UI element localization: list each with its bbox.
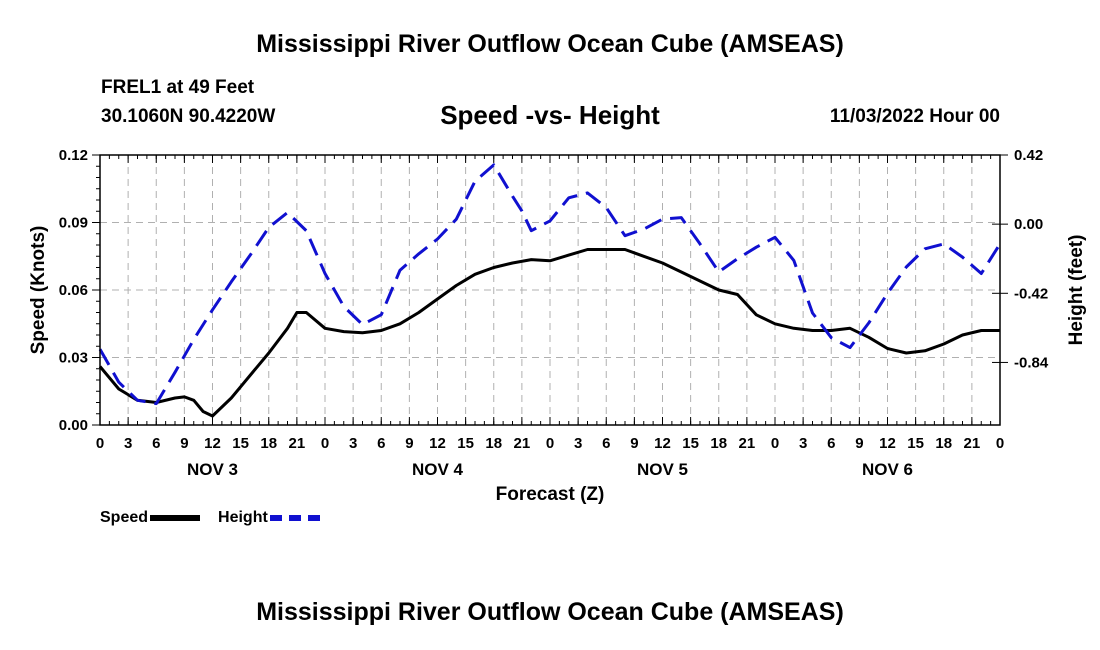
grid-lines — [100, 155, 1000, 425]
x-tick-label: 21 — [964, 435, 981, 452]
x-tick-label: 3 — [124, 435, 132, 452]
x-tick-label: 12 — [879, 435, 896, 452]
x-tick-label: 21 — [514, 435, 531, 452]
x-tick-label: 0 — [771, 435, 779, 452]
station-label: FREL1 at 49 Feet — [101, 77, 255, 98]
page-title: Mississippi River Outflow Ocean Cube (AM… — [256, 30, 844, 58]
x-tick-label: 18 — [260, 435, 277, 452]
x-tick-label: 0 — [996, 435, 1004, 452]
y-tick-label: 0.00 — [59, 417, 88, 434]
x-tick-label: 6 — [377, 435, 385, 452]
y-axis-title: Speed (Knots) — [28, 226, 49, 355]
y-tick-label: 0.12 — [59, 147, 88, 164]
x-tick-label: 15 — [682, 435, 699, 452]
day-label: NOV 3 — [187, 460, 238, 479]
axis-labels: 0 3 6 9 12 15 18 21 0 3 6 9 12 15 18 21 0 3 6 9 12 15 18 21 0 3 6 9… — [59, 147, 1049, 479]
x-tick-label: 21 — [289, 435, 306, 452]
x-tick-label: 3 — [349, 435, 357, 452]
page-title-repeat: Mississippi River Outflow Ocean Cube (AM… — [256, 598, 844, 626]
x-tick-label: 9 — [405, 435, 413, 452]
legend-height-swatch — [269, 515, 320, 521]
x-tick-label: 15 — [232, 435, 249, 452]
x-tick-label: 9 — [180, 435, 188, 452]
x-tick-label: 0 — [546, 435, 554, 452]
y-tick-label: 0.03 — [59, 350, 88, 367]
x-tick-label: 21 — [739, 435, 756, 452]
x-tick-label: 18 — [710, 435, 727, 452]
speed-series-line — [98, 248, 1000, 418]
x-tick-label: 12 — [429, 435, 446, 452]
x-tick-label: 9 — [855, 435, 863, 452]
x-tick-label: 18 — [935, 435, 952, 452]
y2-tick-label: -0.42 — [1014, 285, 1048, 302]
legend-speed-label: Speed — [100, 509, 149, 526]
height-series-line — [98, 163, 1002, 406]
series-lines — [98, 163, 1002, 418]
y2-axis-title: Height (feet) — [1066, 235, 1087, 346]
speed-height-chart: 0 3 6 9 12 15 18 21 0 3 6 9 12 15 18 21 0 3 6 9 12 15 18 21 0 3 6 9… — [28, 147, 1087, 505]
x-tick-label: 12 — [204, 435, 221, 452]
x-tick-label: 18 — [485, 435, 502, 452]
legend-height-label: Height — [218, 509, 268, 526]
y-tick-label: 0.09 — [59, 215, 88, 232]
x-tick-label: 0 — [321, 435, 329, 452]
x-tick-label: 6 — [827, 435, 835, 452]
x-tick-label: 6 — [602, 435, 610, 452]
legend: Speed Height — [100, 509, 338, 527]
y2-tick-label: -0.84 — [1014, 354, 1049, 371]
chart-subtitle: Speed -vs- Height — [440, 100, 660, 130]
legend-speed-swatch — [150, 515, 201, 521]
day-label: NOV 4 — [412, 460, 464, 479]
x-tick-label: 0 — [96, 435, 104, 452]
station-coordinates: 30.1060N 90.4220W — [101, 106, 276, 127]
y2-tick-label: 0.00 — [1014, 216, 1043, 233]
day-label: NOV 5 — [637, 460, 688, 479]
x-tick-label: 3 — [799, 435, 807, 452]
x-tick-label: 15 — [907, 435, 924, 452]
y-tick-label: 0.06 — [59, 282, 88, 299]
x-tick-label: 15 — [457, 435, 474, 452]
day-label: NOV 6 — [862, 460, 913, 479]
x-tick-label: 9 — [630, 435, 638, 452]
forecast-datetime: 11/03/2022 Hour 00 — [829, 106, 1000, 127]
x-tick-label: 3 — [574, 435, 582, 452]
x-tick-label: 12 — [654, 435, 671, 452]
x-axis-title: Forecast (Z) — [496, 484, 605, 505]
y2-tick-label: 0.42 — [1014, 147, 1043, 164]
x-tick-label: 6 — [152, 435, 160, 452]
plot-frame — [99, 154, 1001, 426]
